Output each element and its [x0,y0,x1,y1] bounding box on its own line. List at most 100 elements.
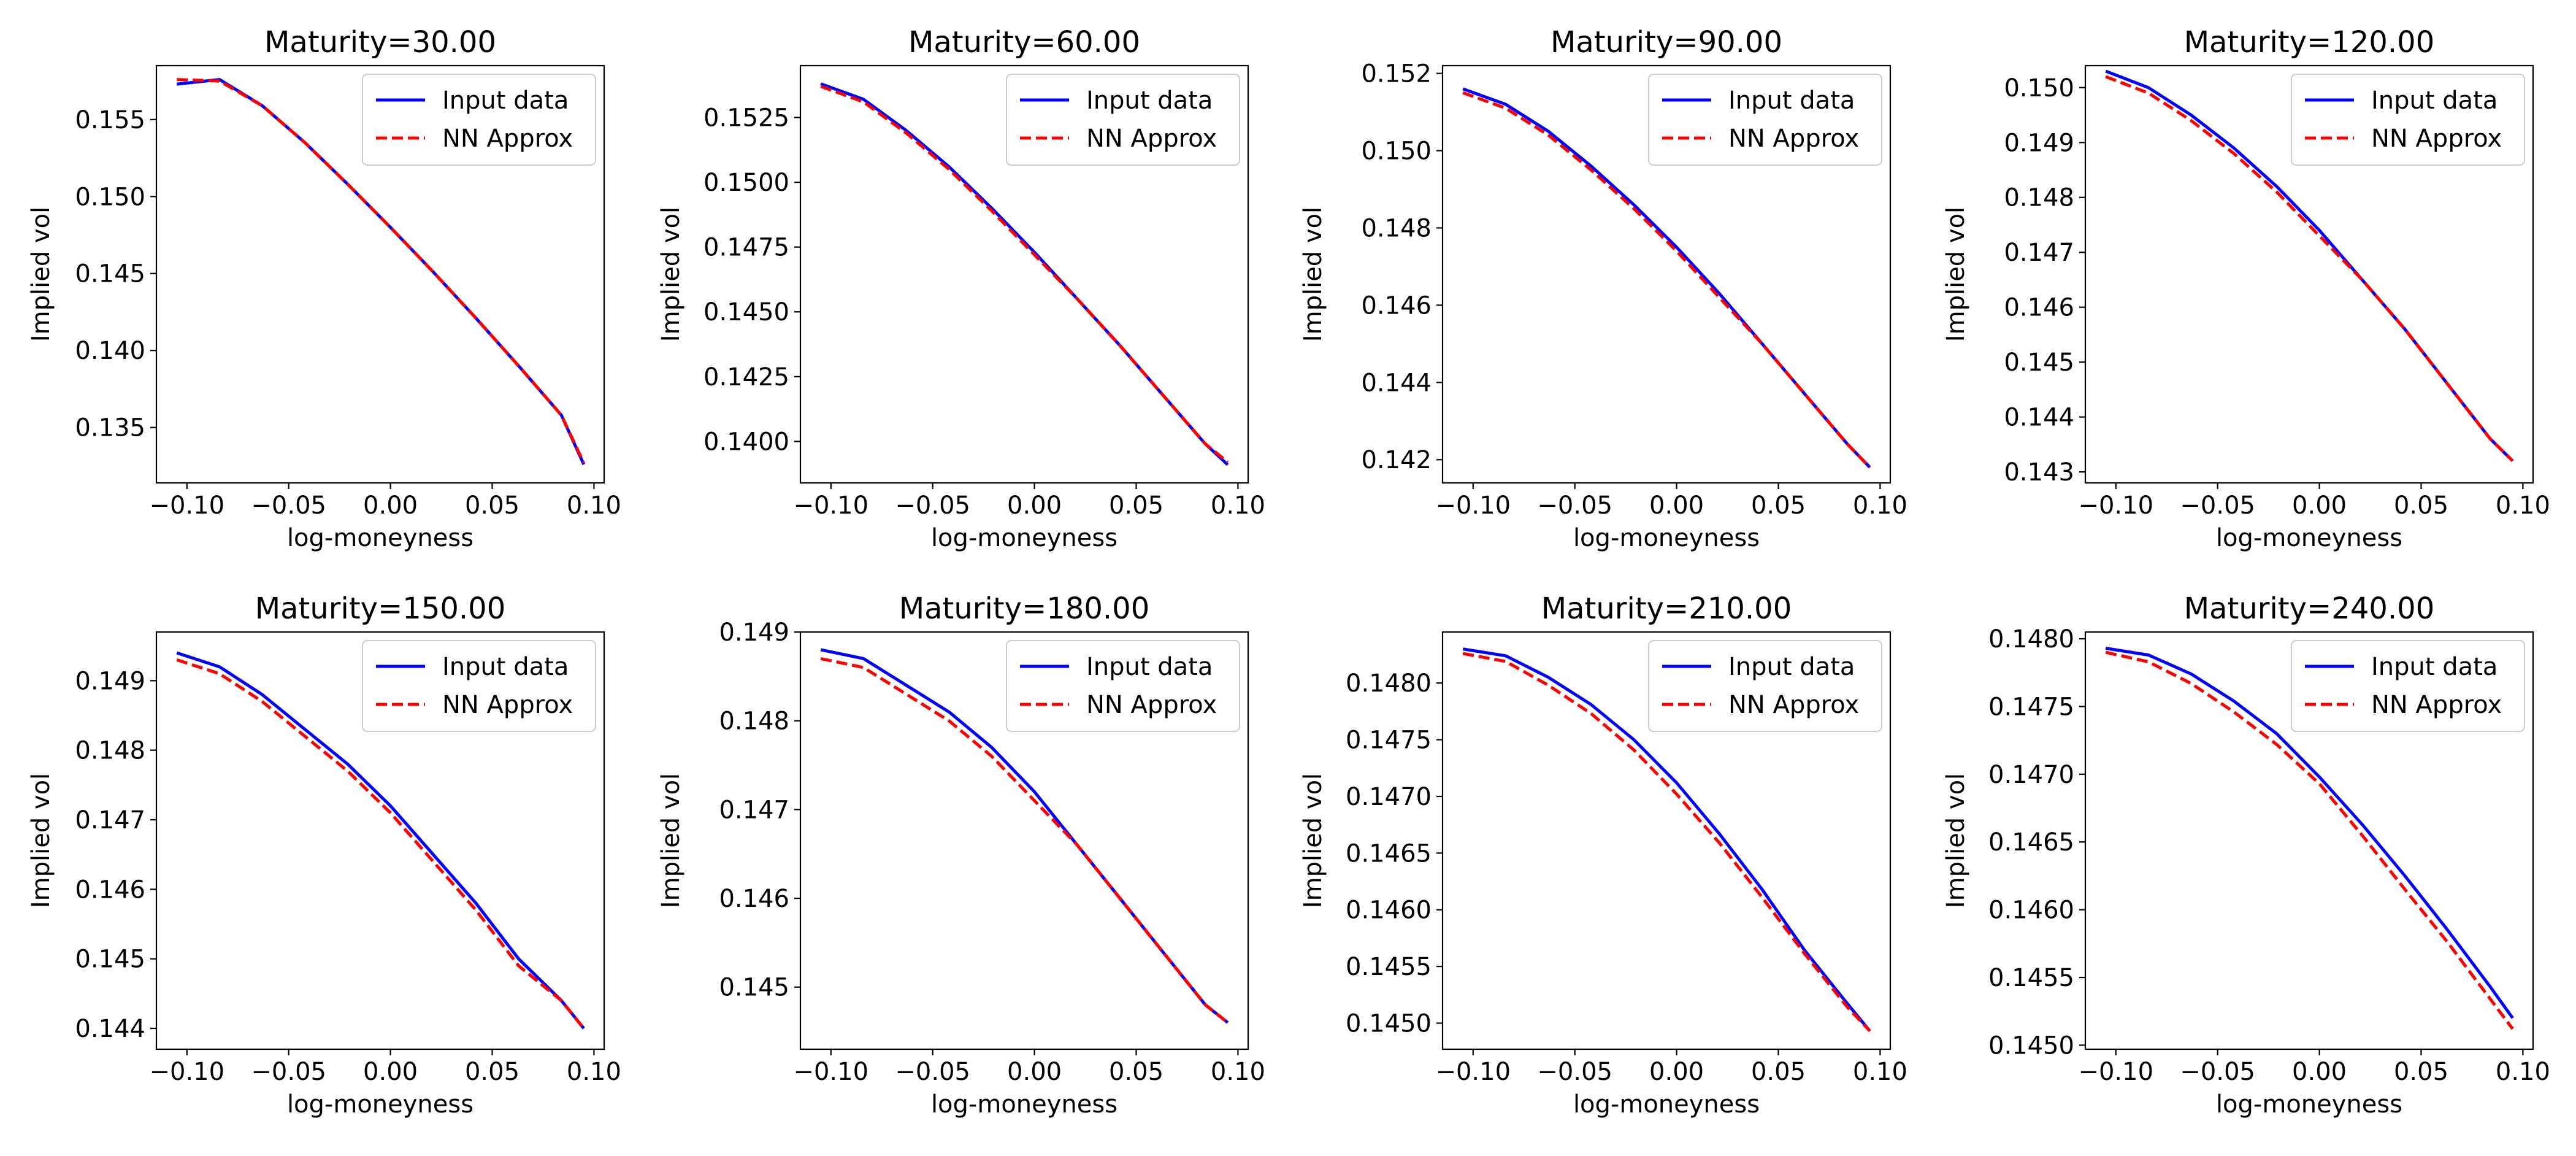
x-tick-label: 0.00 [363,1058,418,1086]
x-tick-label: −0.10 [793,491,868,520]
y-tick-label: 0.155 [75,106,145,134]
y-tick-label: 0.148 [1361,214,1432,242]
y-axis-label: Implied vol [657,207,685,342]
x-tick-label: −0.05 [1537,1058,1612,1086]
x-tick-label: 0.05 [1109,491,1163,520]
x-tick-label: 0.05 [2394,491,2448,520]
y-tick-label: 0.145 [75,946,145,974]
y-tick-label: 0.150 [1361,137,1432,166]
y-tick-label: 0.1465 [1346,839,1432,868]
legend-entry-label: NN Approx [1086,691,1217,719]
x-axis-label: log-moneyness [2216,1090,2402,1119]
legend-entry-label: Input data [2371,87,2497,115]
y-tick-label: 0.149 [719,618,789,647]
x-axis-label: log-moneyness [1573,1090,1760,1119]
y-tick-label: 0.147 [719,796,789,824]
legend: Input data NN Approx [1006,641,1240,731]
x-tick-label: −0.05 [2180,1058,2255,1086]
y-tick-label: 0.145 [2004,349,2074,377]
y-tick-label: 0.1460 [1346,896,1432,925]
x-tick-label: −0.05 [2180,491,2255,520]
legend-entry-label: Input data [1728,653,1855,681]
legend-entry-label: NN Approx [1728,691,1859,719]
x-tick-label: −0.05 [895,1058,970,1086]
y-tick-label: 0.1465 [1988,828,2074,857]
chart-title: Maturity=180.00 [899,591,1150,626]
legend-entry-label: NN Approx [1728,125,1859,153]
y-tick-label: 0.140 [75,337,145,365]
y-tick-label: 0.1500 [703,169,789,197]
y-tick-label: 0.1450 [703,298,789,326]
legend-entry-label: Input data [1086,87,1213,115]
y-tick-label: 0.143 [2004,458,2074,487]
y-tick-label: 0.1425 [703,363,789,391]
legend-entry-label: NN Approx [1086,125,1217,153]
x-tick-label: −0.10 [793,1058,868,1086]
y-tick-label: 0.144 [2004,404,2074,432]
y-tick-label: 0.152 [1361,60,1432,88]
legend: Input data NN Approx [1649,74,1882,165]
chart-panel-1: Maturity=30.00 −0.10 −0.05 0.00 0.05 0.10 0.13… [27,25,621,552]
x-tick-label: 0.00 [1649,491,1704,520]
legend-entry-label: Input data [1728,87,1855,115]
x-tick-label: −0.10 [149,1058,224,1086]
chart-title: Maturity=90.00 [1551,25,1782,60]
legend-entry-label: Input data [442,653,569,681]
y-tick-label: 0.146 [2004,294,2074,322]
y-tick-label: 0.147 [75,806,145,834]
x-tick-label: 0.10 [2496,491,2550,520]
chart-panel-4: Maturity=120.00 −0.10 −0.05 0.00 0.05 0.10 0.1… [1942,25,2550,552]
x-tick-label: 0.10 [1211,491,1265,520]
x-tick-label: 0.10 [1853,1058,1907,1086]
x-axis-label: log-moneyness [931,1090,1117,1119]
x-tick-label: 0.00 [1007,491,1062,520]
y-tick-label: 0.147 [2004,239,2074,267]
chart-panel-5: Maturity=150.00−0.10 −0.05 0.00 0.05 0.100.1… [27,591,621,1119]
y-tick-label: 0.1460 [1988,896,2074,925]
y-axis-label: Implied vol [27,207,55,342]
legend: Input data NN Approx [1649,641,1882,731]
y-tick-label: 0.146 [719,885,789,913]
legend-entry-label: Input data [2371,653,2497,681]
x-tick-label: 0.10 [1211,1058,1265,1086]
legend: Input data NN Approx [2291,74,2524,165]
x-axis-label: log-moneyness [287,1090,473,1119]
x-tick-label: 0.10 [567,491,621,520]
y-axis-label: Implied vol [1299,773,1327,908]
legend-entry-label: NN Approx [442,125,573,153]
x-tick-label: 0.00 [2292,491,2347,520]
x-axis-label: log-moneyness [287,524,473,552]
chart-title: Maturity=150.00 [255,591,506,626]
x-tick-label: −0.05 [1537,491,1612,520]
x-tick-label: −0.10 [149,491,224,520]
x-axis-label: log-moneyness [931,524,1117,552]
legend-entry-label: Input data [442,87,569,115]
x-tick-label: −0.10 [2078,491,2153,520]
y-tick-label: 0.148 [719,707,789,736]
legend: Input data NN Approx [362,641,596,731]
y-tick-label: 0.1475 [1346,726,1432,755]
x-tick-label: 0.05 [465,491,519,520]
y-axis-label: Implied vol [1942,207,1970,342]
x-tick-label: 0.10 [1853,491,1907,520]
legend-entry-label: NN Approx [442,691,573,719]
y-tick-label: 0.142 [1361,446,1432,474]
y-tick-label: 0.149 [2004,129,2074,157]
y-tick-label: 0.150 [75,183,145,211]
legend-entry-label: NN Approx [2371,691,2502,719]
y-tick-label: 0.150 [2004,74,2074,102]
x-tick-label: 0.05 [1751,491,1806,520]
x-tick-label: 0.05 [465,1058,519,1086]
x-tick-label: 0.05 [1109,1058,1163,1086]
y-tick-label: 0.148 [75,737,145,765]
y-tick-label: 0.1480 [1988,625,2074,653]
chart-panel-2: Maturity=60.00−0.10 −0.05 0.00 0.05 0.100.14… [657,25,1265,552]
chart-title: Maturity=210.00 [1541,591,1792,626]
chart-title: Maturity=240.00 [2184,591,2435,626]
x-axis-label: log-moneyness [1573,524,1760,552]
x-tick-label: 0.00 [1649,1058,1704,1086]
y-tick-label: 0.1525 [703,104,789,132]
x-tick-label: −0.10 [2078,1058,2153,1086]
y-tick-label: 0.1480 [1346,669,1432,698]
